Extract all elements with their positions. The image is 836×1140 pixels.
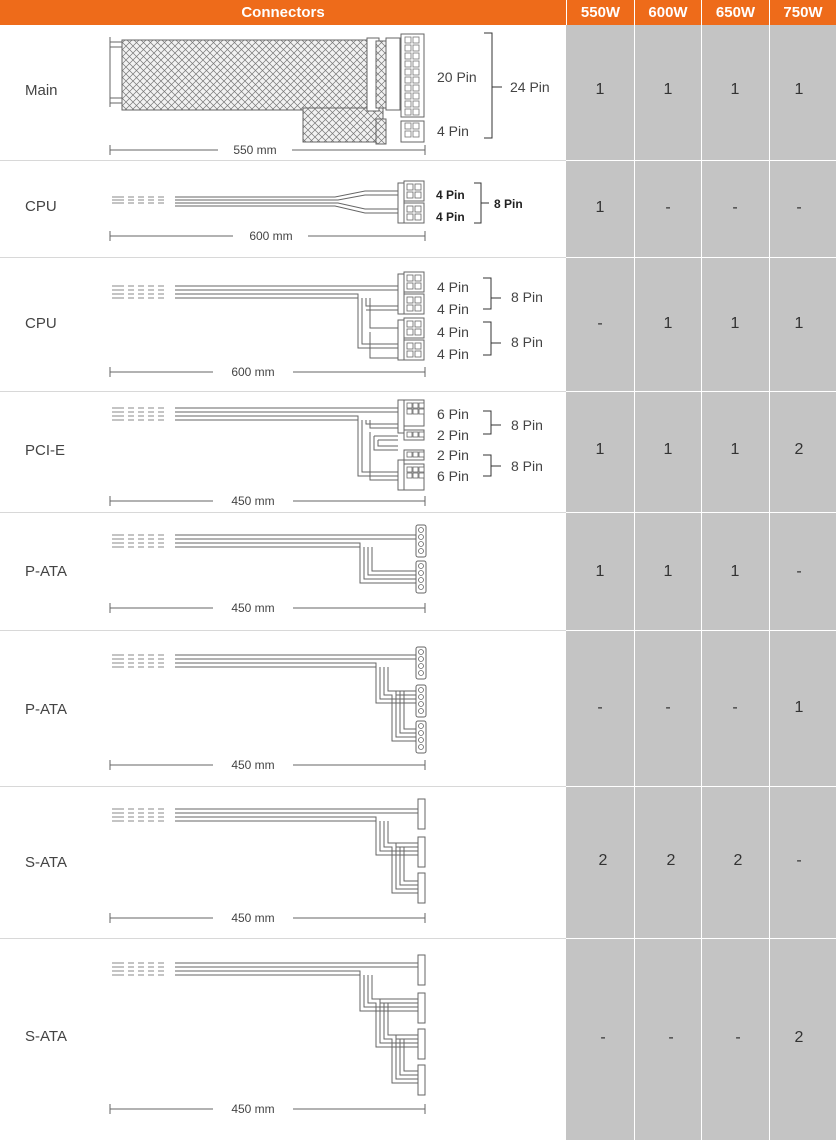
cell-cpu1-600w: - xyxy=(665,199,671,216)
cpu2-pin-a-label: 4 Pin xyxy=(437,279,469,295)
row-label-pcie: PCI-E xyxy=(25,442,66,459)
cpu-4plus4-cable-diagram: 4 Pin 4 Pin 8 Pin 600 mm xyxy=(109,180,523,243)
pata1-length-label: 450 mm xyxy=(231,601,274,615)
cell-pata1-750w: - xyxy=(796,563,802,580)
cell-pata1-600w: 1 xyxy=(663,563,673,580)
sata2-length-label: 450 mm xyxy=(231,1102,274,1116)
pata-1-cable-diagram: 450 mm xyxy=(109,524,427,615)
main-total-label: 24 Pin xyxy=(510,79,550,95)
row-label-sata-1: S-ATA xyxy=(25,854,67,871)
cell-cpu2-750w: 1 xyxy=(794,315,804,332)
cell-pata2-550w: - xyxy=(597,699,603,716)
cpu1-length-label: 600 mm xyxy=(249,229,292,243)
main-24pin-cable-diagram: 20 Pin 4 Pin 24 Pin 550 mm xyxy=(109,32,550,157)
row-label-pata-2: P-ATA xyxy=(25,701,67,718)
cell-pcie-650w: 1 xyxy=(730,441,740,458)
row-label-cpu-4plus4: CPU xyxy=(25,198,57,215)
main-pin-20-label: 20 Pin xyxy=(437,69,477,85)
pcie-pin-d-label: 6 Pin xyxy=(437,468,469,484)
model-columns-background xyxy=(566,25,836,1140)
cell-sata1-750w: - xyxy=(796,852,802,869)
pcie-cable-diagram: 6 Pin 2 Pin 2 Pin 6 Pin 8 Pin 8 Pin 450 … xyxy=(109,399,543,508)
cell-pata2-750w: 1 xyxy=(794,699,804,716)
cell-main-650w: 1 xyxy=(730,81,740,98)
header-model-750w: 750W xyxy=(769,0,836,25)
pcie-total-a-label: 8 Pin xyxy=(511,417,543,433)
pata-2-cable-diagram: 450 mm xyxy=(109,646,427,772)
cpu2-pin-d-label: 4 Pin xyxy=(437,346,469,362)
main-pin-4-label: 4 Pin xyxy=(437,123,469,139)
cell-sata1-650w: 2 xyxy=(733,852,743,869)
header-model-650w: 650W xyxy=(701,0,769,25)
cpu2-total-b-label: 8 Pin xyxy=(511,334,543,350)
cell-main-750w: 1 xyxy=(794,81,804,98)
cpu1-total-label: 8 Pin xyxy=(494,197,523,211)
sata1-length-label: 450 mm xyxy=(231,911,274,925)
cell-sata1-600w: 2 xyxy=(666,852,676,869)
cell-pcie-750w: 2 xyxy=(794,441,804,458)
cpu2-length-label: 600 mm xyxy=(231,365,274,379)
header-model-550w: 550W xyxy=(566,0,634,25)
cell-pata1-650w: 1 xyxy=(730,563,740,580)
cell-cpu2-600w: 1 xyxy=(663,315,673,332)
cpu-8pin-cable-diagram: 4 Pin 4 Pin 4 Pin 4 Pin 8 Pin 8 Pin 600 … xyxy=(109,271,543,379)
cell-sata2-600w: - xyxy=(668,1029,674,1046)
cell-sata2-550w: - xyxy=(600,1029,606,1046)
sata-1-cable-diagram: 450 mm xyxy=(109,798,426,925)
cpu2-pin-b-label: 4 Pin xyxy=(437,301,469,317)
main-length-label: 550 mm xyxy=(233,143,276,157)
row-label-sata-2: S-ATA xyxy=(25,1028,67,1045)
pcie-pin-a-label: 6 Pin xyxy=(437,406,469,422)
pcie-total-b-label: 8 Pin xyxy=(511,458,543,474)
pcie-pin-b-label: 2 Pin xyxy=(437,427,469,443)
cell-sata2-750w: 2 xyxy=(794,1029,804,1046)
sata-2-cable-diagram: 450 mm xyxy=(109,954,426,1116)
cell-pata1-550w: 1 xyxy=(595,563,605,580)
pcie-pin-c-label: 2 Pin xyxy=(437,447,469,463)
cell-cpu2-650w: 1 xyxy=(730,315,740,332)
cpu2-total-a-label: 8 Pin xyxy=(511,289,543,305)
cell-cpu1-550w: 1 xyxy=(595,199,605,216)
cell-cpu1-750w: - xyxy=(796,199,802,216)
cell-pcie-550w: 1 xyxy=(595,441,605,458)
row-label-cpu-8: CPU xyxy=(25,315,57,332)
cell-cpu1-650w: - xyxy=(732,199,738,216)
pata2-length-label: 450 mm xyxy=(231,758,274,772)
cell-sata2-650w: - xyxy=(735,1029,741,1046)
cell-pcie-600w: 1 xyxy=(663,441,673,458)
cell-main-600w: 1 xyxy=(663,81,673,98)
cpu1-pin-a-label: 4 Pin xyxy=(436,188,465,202)
cpu1-pin-b-label: 4 Pin xyxy=(436,210,465,224)
cpu2-pin-c-label: 4 Pin xyxy=(437,324,469,340)
header-model-600w: 600W xyxy=(634,0,701,25)
header-connectors: Connectors xyxy=(0,0,566,25)
row-label-pata-1: P-ATA xyxy=(25,563,67,580)
cell-main-550w: 1 xyxy=(595,81,605,98)
row-label-main: Main xyxy=(25,82,58,99)
cell-pata2-600w: - xyxy=(665,699,671,716)
cell-pata2-650w: - xyxy=(732,699,738,716)
cell-cpu2-550w: - xyxy=(597,315,603,332)
cell-sata1-550w: 2 xyxy=(598,852,608,869)
pcie-length-label: 450 mm xyxy=(231,494,274,508)
